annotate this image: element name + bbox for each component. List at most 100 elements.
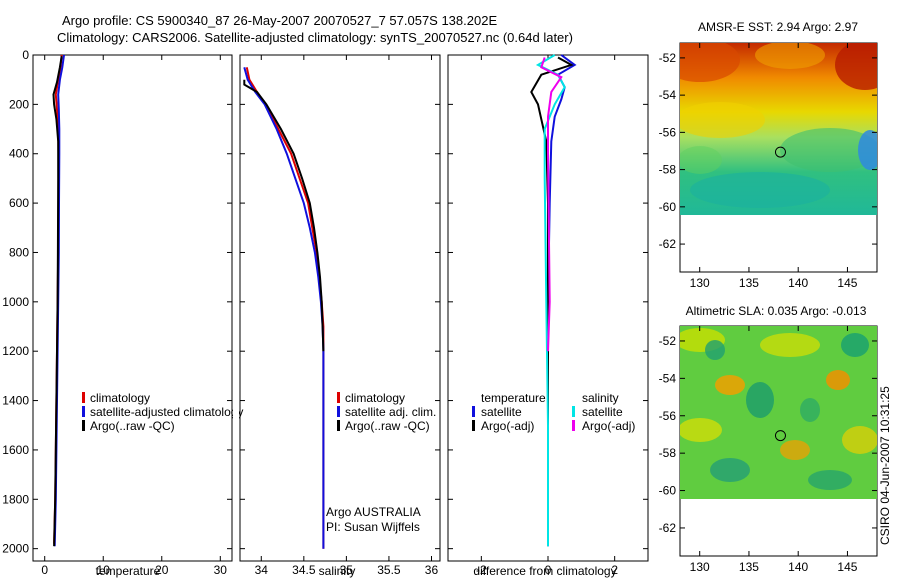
sla-high-patch — [842, 426, 877, 454]
salinity-legend: climatology satellite adj. clim. Argo(..… — [337, 391, 436, 433]
legend-label-argo: Argo(..raw -QC) — [345, 419, 430, 433]
sst-warm-patch — [755, 43, 825, 69]
y-tick-label: 600 — [9, 196, 29, 210]
sla-map-axes: 130 135 140 145 -52 -54 -56 -58 -60 -62 — [659, 326, 877, 574]
x-tick-label: 10 — [97, 563, 111, 577]
x-tick-label: 2 — [611, 563, 618, 577]
sla-map-title: Altimetric SLA: 0.035 Argo: -0.013 — [686, 304, 867, 318]
sst-heatmap — [680, 43, 877, 215]
salinity-panel-frame — [239, 54, 441, 562]
legend-label-temp-satellite: satellite — [481, 405, 522, 419]
x-tick-label: 30 — [214, 563, 228, 577]
sla-high-patch — [826, 370, 850, 390]
map-y-tick-label: -58 — [659, 446, 677, 460]
sst-cool-patch — [690, 172, 830, 208]
legend-swatch-sal-argo — [572, 420, 575, 431]
legend-label-climatology: climatology — [345, 391, 405, 405]
sla-low-patch — [705, 340, 725, 360]
y-tick-label: 1000 — [2, 295, 29, 309]
legend-label-sal-satellite: satellite — [582, 405, 623, 419]
legend-label-climatology: climatology — [90, 391, 150, 405]
series-line-argo — [243, 79, 325, 352]
x-tick-label: 34.5 — [292, 563, 316, 577]
legend-swatch-argo — [337, 420, 340, 431]
legend-label-satellite: satellite-adjusted climatology — [90, 405, 243, 419]
map-y-tick-label: -62 — [659, 521, 677, 535]
temperature-xlabel: temperature — [96, 564, 161, 578]
x-tick-label: 0 — [545, 563, 552, 577]
y-tick-label: 200 — [9, 97, 29, 111]
series-line-satellite — [243, 67, 325, 549]
legend-header-temperature: temperature — [481, 391, 546, 405]
salinity-xlabel: salinity — [319, 564, 356, 578]
temperature-lines — [52, 54, 65, 547]
sst-cool-patch — [780, 128, 877, 172]
series-line-temperature-argo — [530, 56, 574, 542]
sst-argo-location-marker — [774, 146, 786, 158]
map-y-tick-label: -62 — [659, 237, 677, 251]
map-x-tick-label: 140 — [788, 276, 808, 290]
sst-warm-patch — [835, 43, 877, 90]
legend-label-argo: Argo(..raw -QC) — [90, 419, 175, 433]
legend-header-salinity: salinity — [582, 391, 619, 405]
legend-clip-mask — [233, 390, 239, 435]
x-tick-label: 34 — [255, 563, 269, 577]
sla-high-patch — [715, 375, 745, 395]
sla-high-patch — [760, 333, 820, 357]
credit-timestamp: CSIRO 04-Jun-2007 10:31:25 — [878, 386, 892, 545]
map-y-tick-label: -56 — [659, 125, 677, 139]
legend-swatch-temp-satellite — [472, 406, 475, 417]
map-y-tick-label: -56 — [659, 409, 677, 423]
sst-mid-patch — [680, 102, 765, 138]
map-x-tick-label: 130 — [690, 276, 710, 290]
x-tick-label: -2 — [476, 563, 487, 577]
difference-axes: -2 0 2 — [448, 54, 648, 577]
map-x-tick-label: 140 — [788, 560, 808, 574]
temperature-panel-frame — [32, 54, 233, 562]
legend-swatch-satellite — [337, 406, 340, 417]
series-line-salinity-argo — [540, 57, 563, 352]
sla-low-patch — [800, 398, 820, 422]
legend-swatch-climatology — [82, 392, 85, 403]
map-x-tick-label: 145 — [837, 276, 857, 290]
sla-low-patch — [710, 458, 750, 482]
map-y-tick-label: -54 — [659, 371, 677, 385]
legend-swatch-climatology — [337, 392, 340, 403]
sla-argo-location-marker — [774, 430, 786, 442]
difference-legend: temperature salinity satellite Argo(-adj… — [472, 391, 635, 433]
y-tick-label: 800 — [9, 245, 29, 259]
y-tick-label: 1400 — [2, 394, 29, 408]
salinity-lines — [243, 67, 325, 549]
legend-swatch-temp-argo — [472, 420, 475, 431]
pi-label: PI: Susan Wijffels — [326, 520, 420, 534]
argo-country-label: Argo AUSTRALIA — [326, 505, 421, 519]
y-tick-label: 1200 — [2, 344, 29, 358]
temperature-axes: 0 10 20 30 0 200 400 600 800 1000 1200 1400 1600 1800… — [2, 48, 232, 577]
y-tick-label: 400 — [9, 147, 29, 161]
salinity-axes: 34 34.5 35 35.5 36 — [240, 54, 440, 577]
y-tick-label: 1600 — [2, 443, 29, 457]
map-x-tick-label: 135 — [739, 560, 759, 574]
legend-label-temp-argo: Argo(-adj) — [481, 419, 534, 433]
sla-high-patch — [680, 418, 722, 442]
figure-title-line1: Argo profile: CS 5900340_87 26-May-2007 … — [62, 13, 497, 28]
map-y-tick-label: -60 — [659, 200, 677, 214]
legend-label-sal-argo: Argo(-adj) — [582, 419, 635, 433]
map-x-tick-label: 145 — [837, 560, 857, 574]
map-y-tick-label: -54 — [659, 88, 677, 102]
map-x-tick-label: 135 — [739, 276, 759, 290]
sst-map-axes: 130 135 140 145 -52 -54 -56 -58 -60 -62 — [659, 43, 877, 290]
x-tick-label: 36 — [425, 563, 439, 577]
temperature-legend: climatology satellite-adjusted climatolo… — [82, 391, 243, 433]
legend-swatch-satellite — [82, 406, 85, 417]
sst-warm-patch — [680, 43, 740, 82]
difference-lines — [530, 54, 577, 547]
sla-low-patch — [841, 333, 869, 357]
sst-cold-patch — [858, 130, 877, 170]
legend-label-satellite: satellite adj. clim. — [345, 405, 436, 419]
sst-cool-patch — [680, 146, 722, 174]
map-y-tick-label: -52 — [659, 334, 677, 348]
x-tick-label: 20 — [155, 563, 169, 577]
difference-xlabel: difference from climatology — [473, 564, 616, 578]
